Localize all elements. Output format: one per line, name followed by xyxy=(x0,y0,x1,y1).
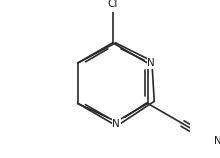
Text: Cl: Cl xyxy=(108,0,118,9)
Text: N: N xyxy=(214,136,220,146)
Text: N: N xyxy=(147,58,155,68)
Text: N: N xyxy=(112,119,120,129)
